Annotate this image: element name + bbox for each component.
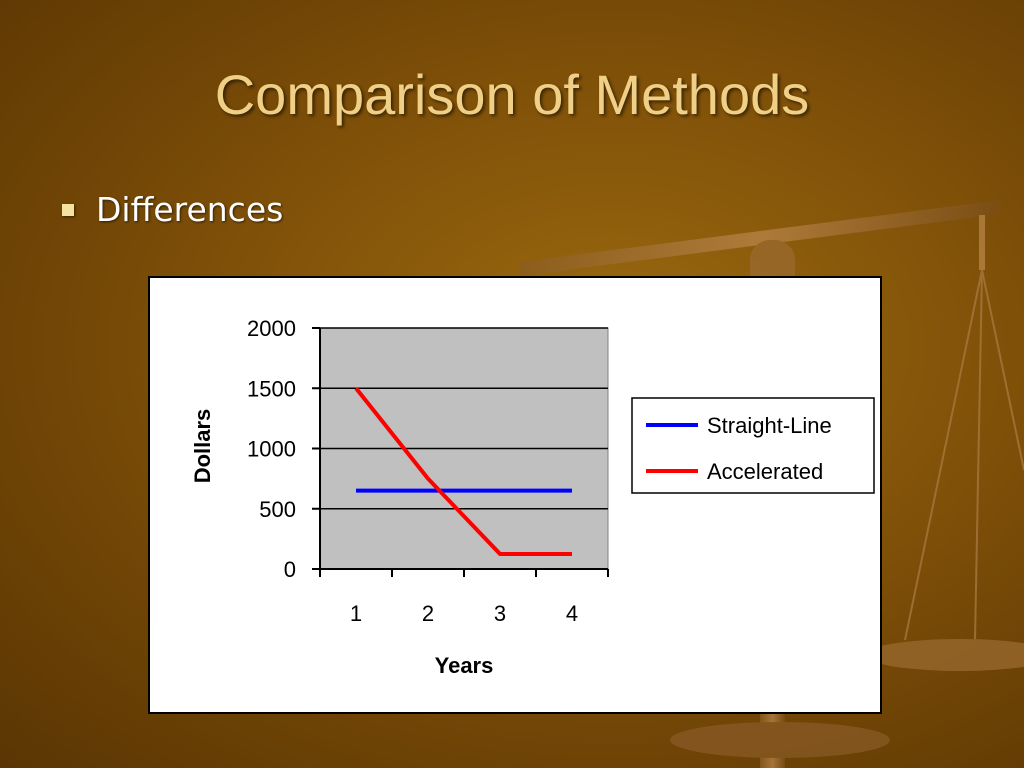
legend: Straight-Line Accelerated xyxy=(631,397,875,494)
y-tick-label: 0 xyxy=(284,557,296,582)
legend-box xyxy=(631,397,875,494)
x-tick-label: 1 xyxy=(350,601,362,626)
x-tick-label: 4 xyxy=(566,601,578,626)
x-tick-label: 2 xyxy=(422,601,434,626)
legend-label-straight-line: Straight-Line xyxy=(707,413,832,438)
x-tick-label: 3 xyxy=(494,601,506,626)
bullet-text: Differences xyxy=(96,190,284,229)
y-tick-label: 2000 xyxy=(247,316,296,341)
bullet-item: Differences xyxy=(62,190,283,229)
line-chart: 0 500 1000 1500 2000 1 2 3 4 Dollars Years Stra… xyxy=(190,316,875,678)
slide-title: Comparison of Methods xyxy=(214,63,810,126)
y-tick-label: 1500 xyxy=(247,376,296,401)
y-tick-label: 500 xyxy=(259,497,296,522)
square-bullet-icon xyxy=(62,203,74,216)
y-axis-title: Dollars xyxy=(190,409,215,484)
series-line-accelerated xyxy=(354,387,572,556)
legend-label-accelerated: Accelerated xyxy=(707,459,823,484)
y-tick-label: 1000 xyxy=(247,437,296,462)
x-axis-title: Years xyxy=(435,653,494,678)
chart-frame: 0 500 1000 1500 2000 1 2 3 4 Dollars Years Stra… xyxy=(148,276,882,714)
